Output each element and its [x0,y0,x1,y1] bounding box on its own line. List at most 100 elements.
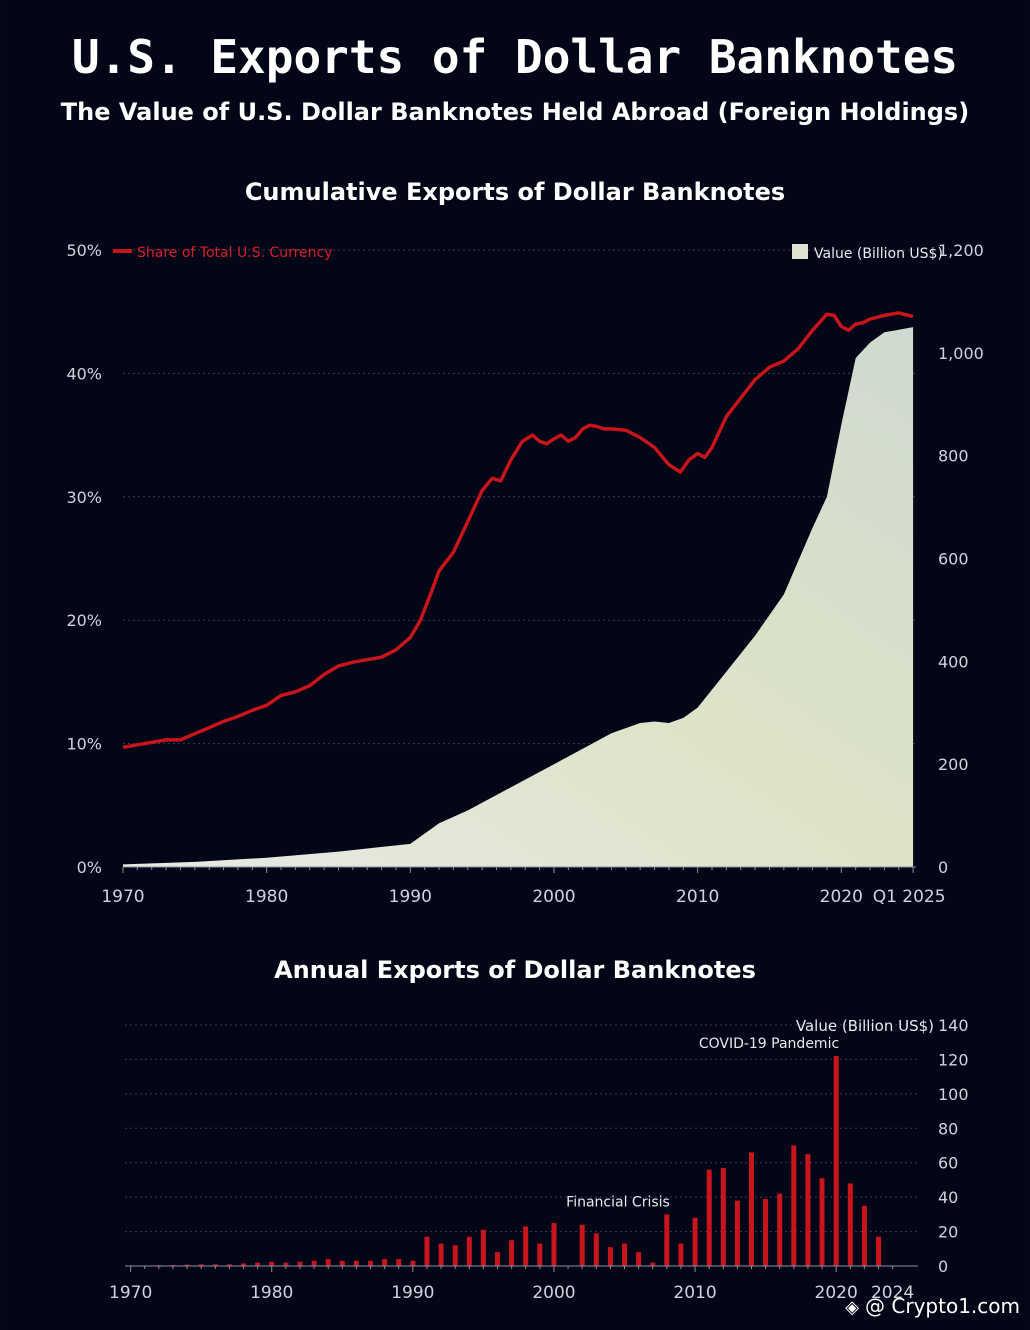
y-left-tick-label: 20% [66,611,102,630]
legend-value-label: Value (Billion US$) [814,246,943,262]
x-tick-label: 2000 [532,887,575,907]
bar [198,1264,204,1266]
x-tick-label: 1970 [109,1283,152,1303]
x-tick-label: 1980 [245,887,288,907]
y-tick-label: 0 [938,1257,948,1276]
legend-share-label: Share of Total U.S. Currency [137,245,333,261]
bar [226,1264,232,1266]
bar [551,1223,557,1266]
x-tick-label: 1990 [389,887,432,907]
x-tick-label: 1990 [391,1283,434,1303]
y-tick-label: 100 [938,1085,969,1104]
bar [537,1243,543,1266]
share-line [122,311,914,750]
bar [622,1243,627,1266]
bar [438,1243,444,1266]
legend-area-swatch [792,244,808,259]
bar [396,1259,402,1266]
y-tick-label: 20 [938,1223,958,1242]
bar [861,1205,867,1267]
bar [763,1198,769,1266]
y-tick-label: 120 [938,1050,969,1069]
bar [734,1200,740,1266]
x-tick-label: 2020 [815,1283,858,1303]
watermark: ◈ @ Crypto1.com [845,1294,1020,1318]
y-left-tick-label: 30% [66,488,102,507]
y-left-tick-label: 10% [66,735,102,754]
x-tick-label: 2010 [673,1283,716,1303]
bar [636,1252,642,1266]
bar [325,1259,331,1266]
bar [255,1262,261,1266]
y-right-tick-label: 1,200 [938,241,984,260]
bar [692,1217,698,1266]
bar [368,1260,373,1266]
x-tick-label: 2000 [532,1283,575,1303]
x-tick-label: 1980 [250,1283,293,1303]
x-tick-label: Q1 2025 [873,887,946,907]
cumulative-chart: 0% 10% 20% 30% 40% 50% 0 200 400 600 800 1,000 1,200… [66,241,984,907]
bar [269,1261,275,1266]
bar [678,1243,684,1266]
y-right-tick-label: 200 [938,755,969,774]
bar [749,1152,754,1266]
page-title: U.S. Exports of Dollar Banknotes [71,30,959,84]
y-right-tick-label: 0 [938,858,948,877]
y-tick-label: 140 [938,1016,969,1035]
bar [523,1226,529,1266]
bar [297,1261,303,1266]
bar [353,1260,359,1266]
bar [424,1236,430,1266]
y-tick-label: 40 [938,1188,958,1207]
y-right-tick-label: 1,000 [938,344,984,363]
bar [311,1260,317,1266]
bar [579,1224,585,1266]
bar [212,1264,218,1266]
bar [495,1252,500,1266]
y-right-tick-label: 600 [938,550,969,569]
bar [706,1169,712,1266]
bar [382,1259,388,1266]
y-left-tick-label: 40% [66,364,102,383]
watermark-text: @ Crypto1.com [865,1294,1020,1318]
bar [283,1262,289,1266]
bar [184,1264,190,1266]
bar [805,1154,811,1266]
x-tick-label: 2010 [676,887,719,907]
bar [833,1056,839,1266]
bar [452,1245,458,1266]
y-tick-label: 60 [938,1154,958,1173]
bar [593,1233,599,1266]
value-area [123,327,914,868]
bar [664,1214,670,1266]
bar [819,1178,825,1266]
bar [509,1240,515,1266]
bar [339,1260,345,1266]
bar [410,1260,416,1266]
bar [847,1183,853,1266]
y-right-tick-label: 800 [938,447,969,466]
bar [480,1229,486,1266]
y-left-tick-label: 50% [66,241,102,260]
x-tick-label: 1970 [101,887,144,907]
bar-annotation: COVID-19 Pandemic [699,1036,839,1052]
page-subtitle: The Value of U.S. Dollar Banknotes Held … [60,98,970,126]
x-tick-label: 2024 [871,1283,914,1303]
bar [466,1236,472,1266]
bar [777,1193,783,1266]
y-right-tick-label: 400 [938,652,969,671]
annual-ylabel: Value (Billion US$) [796,1017,934,1035]
bar [876,1236,881,1266]
bar [241,1263,246,1266]
cumulative-chart-title: Cumulative Exports of Dollar Banknotes [244,178,786,206]
bar [607,1247,613,1266]
annual-chart-title: Annual Exports of Dollar Banknotes [274,956,756,984]
x-tick-label: 2020 [820,887,863,907]
bar [791,1145,797,1266]
y-tick-label: 80 [938,1119,958,1138]
y-left-tick-label: 0% [77,858,102,877]
bar [650,1262,656,1266]
diamond-logo-icon: ◈ [845,1297,860,1318]
bar-annotation: Financial Crisis [566,1194,670,1210]
